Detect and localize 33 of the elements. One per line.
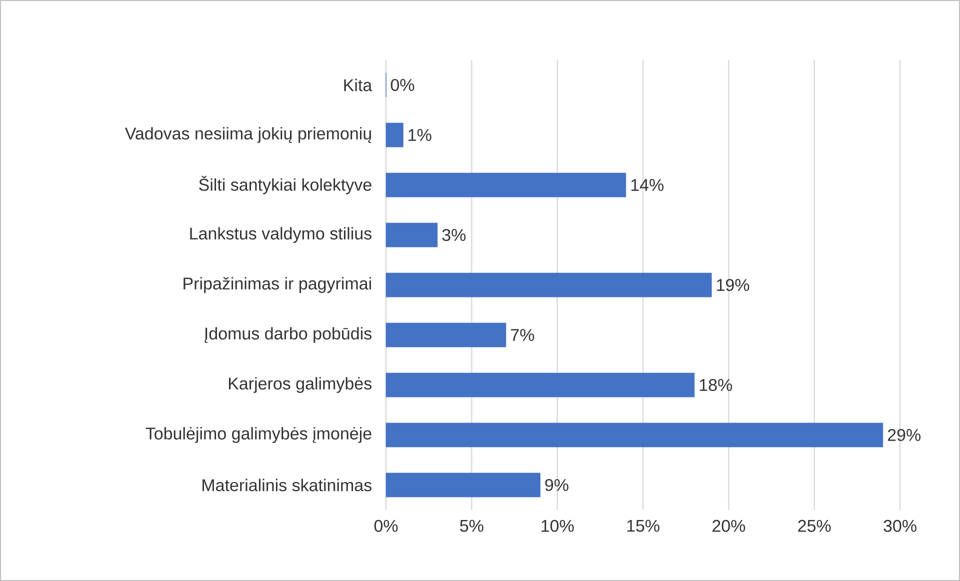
data-label: 9% xyxy=(545,478,568,492)
bar xyxy=(386,372,695,398)
data-label: 14% xyxy=(631,179,664,191)
y-tick-label: Įdomus darbo pobūdis xyxy=(204,327,372,343)
x-tick-label: 5% xyxy=(460,520,484,532)
y-tick-label: Lankstus valdymo stilius xyxy=(190,227,372,243)
y-tick-label: Kita xyxy=(344,78,372,92)
x-tick-label: 0% xyxy=(374,520,398,532)
bar xyxy=(386,122,404,148)
bar xyxy=(386,322,506,348)
x-tick-label: 15% xyxy=(627,520,660,532)
x-tick-label: 20% xyxy=(712,520,746,532)
data-label: 7% xyxy=(511,329,534,341)
data-label: 19% xyxy=(717,278,750,292)
bar xyxy=(386,172,626,198)
data-label: 3% xyxy=(442,228,466,242)
bar xyxy=(386,272,712,298)
x-tick-label: 10% xyxy=(542,520,574,532)
x-tick-label: 30% xyxy=(884,520,916,532)
data-label: 18% xyxy=(700,378,732,392)
y-tick-label: Šilti santykiai kolektyve xyxy=(199,176,372,194)
y-tick-label: Karjeros galimybės xyxy=(228,377,372,393)
bar xyxy=(386,422,884,448)
data-label: 29% xyxy=(888,428,920,442)
x-tick-label: 25% xyxy=(798,520,831,532)
data-label: 0% xyxy=(390,78,414,92)
bar xyxy=(386,222,438,248)
y-tick-label: Tobulėjimo galimybės įmonėje xyxy=(146,427,372,443)
y-tick-label: Pripažinimas ir pagyrimai xyxy=(184,277,371,293)
y-tick-label: Vadovas nesiima jokių priemonių xyxy=(124,127,372,143)
y-tick-label: Materialinis skatinimas xyxy=(202,478,372,492)
bar xyxy=(386,472,540,498)
data-label: 1% xyxy=(408,129,432,141)
